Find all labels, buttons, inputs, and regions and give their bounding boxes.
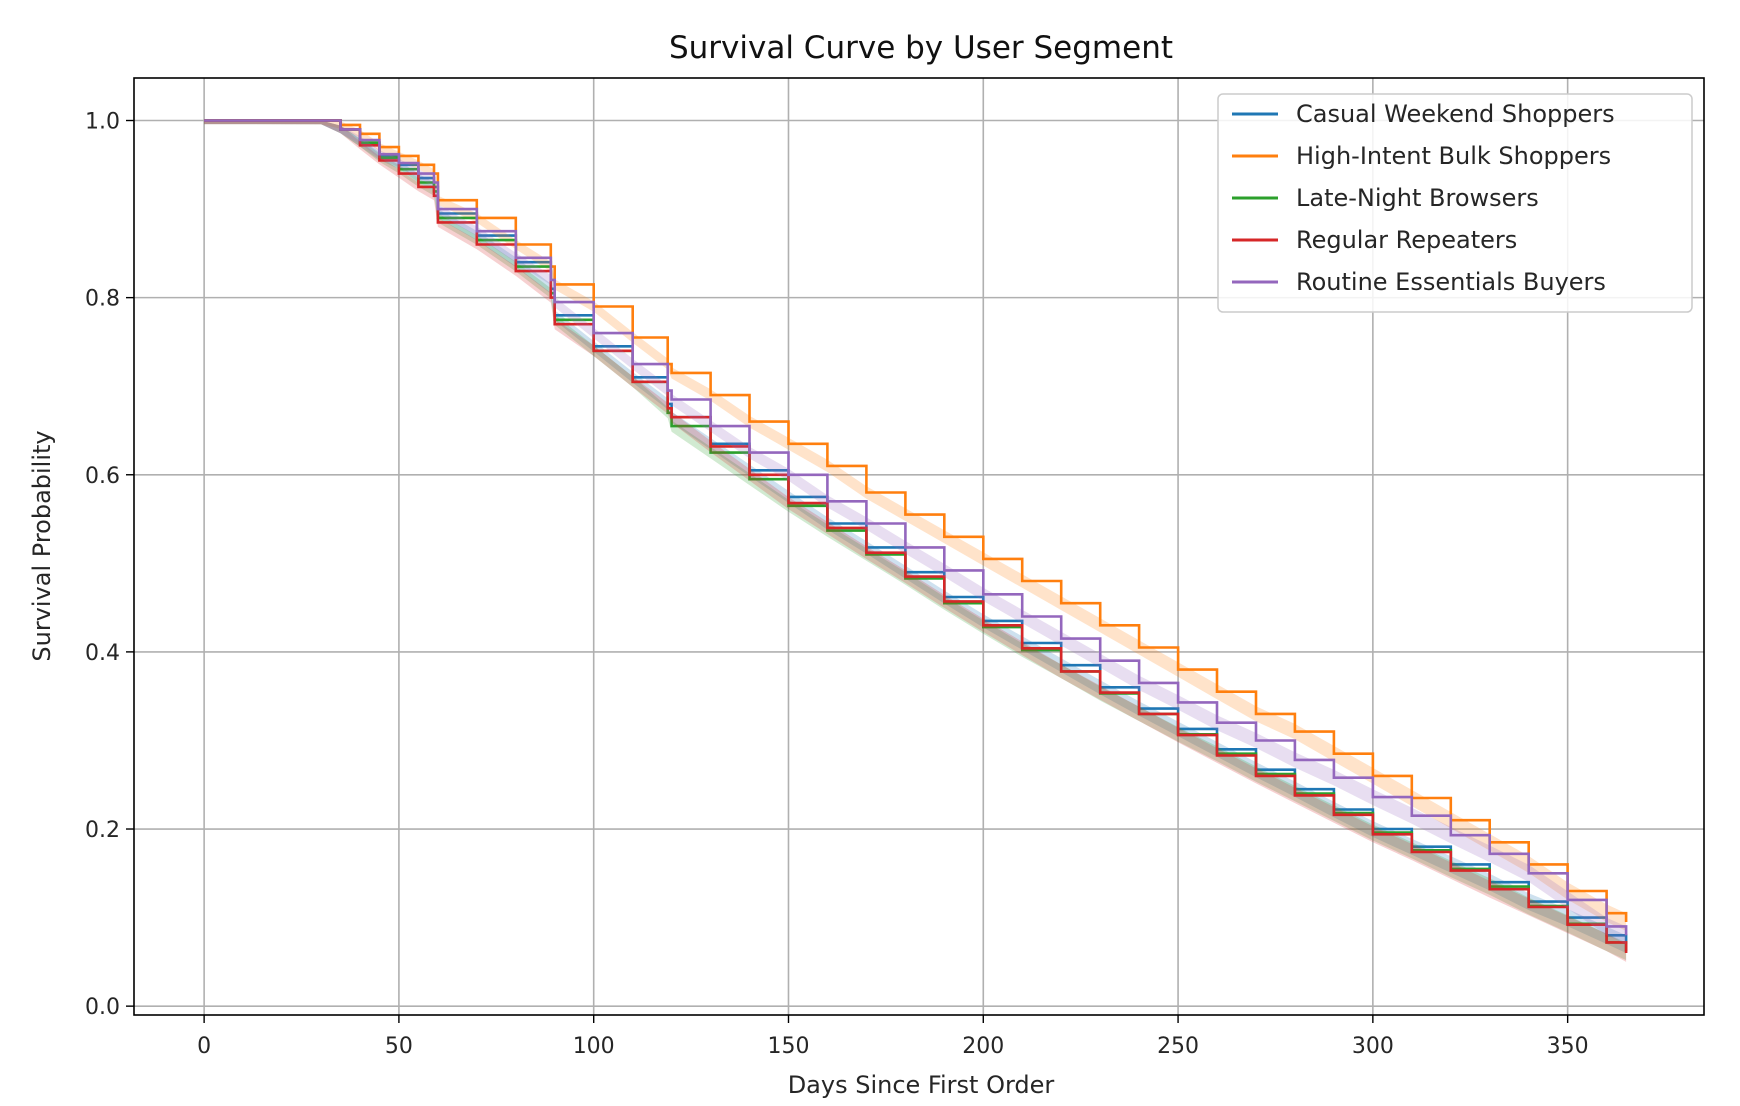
y-tick-label: 0.6	[85, 464, 120, 489]
plot-frame	[133, 77, 1705, 1016]
legend: Casual Weekend Shoppers High-Intent Bulk …	[1217, 93, 1693, 313]
y-tick-label: 0.4	[85, 641, 120, 666]
series-line	[204, 119, 1628, 953]
y-tick-label: 0.0	[85, 995, 120, 1020]
y-tick-label: 1.0	[85, 110, 120, 135]
x-tick-label: 0	[197, 1034, 211, 1059]
y-tick-label: 0.8	[85, 287, 120, 312]
legend-label: Late-Night Browsers	[1296, 184, 1539, 212]
chart-title: Survival Curve by User Segment	[669, 30, 1173, 66]
x-tick-label: 250	[1157, 1034, 1199, 1059]
series-line	[204, 119, 1628, 922]
x-tick-label: 100	[573, 1034, 615, 1059]
x-tick-label: 350	[1547, 1034, 1589, 1059]
y-tick-label: 0.2	[85, 818, 120, 843]
y-axis-ticks: 0.0 0.2 0.4 0.6 0.8 1.0	[85, 110, 134, 1020]
x-tick-label: 150	[767, 1034, 809, 1059]
x-tick-label: 300	[1352, 1034, 1394, 1059]
x-tick-label: 50	[385, 1034, 413, 1059]
legend-box	[1217, 93, 1693, 313]
series-band	[204, 120, 1627, 961]
legend-label: High-Intent Bulk Shoppers	[1296, 142, 1611, 170]
series-band	[204, 120, 1627, 962]
legend-label: Regular Repeaters	[1296, 226, 1517, 254]
series-line	[204, 119, 1628, 936]
x-tick-label: 200	[962, 1034, 1004, 1059]
x-axis-ticks: 0 50 100 150 200 250 300 350	[197, 1015, 1589, 1059]
y-axis-title: Survival Probability	[28, 430, 56, 661]
x-axis-title: Days Since First Order	[788, 1071, 1055, 1099]
series-band	[204, 120, 1627, 931]
series-lines	[204, 119, 1628, 962]
legend-label: Casual Weekend Shoppers	[1296, 100, 1615, 128]
legend-label: Routine Essentials Buyers	[1296, 268, 1606, 296]
